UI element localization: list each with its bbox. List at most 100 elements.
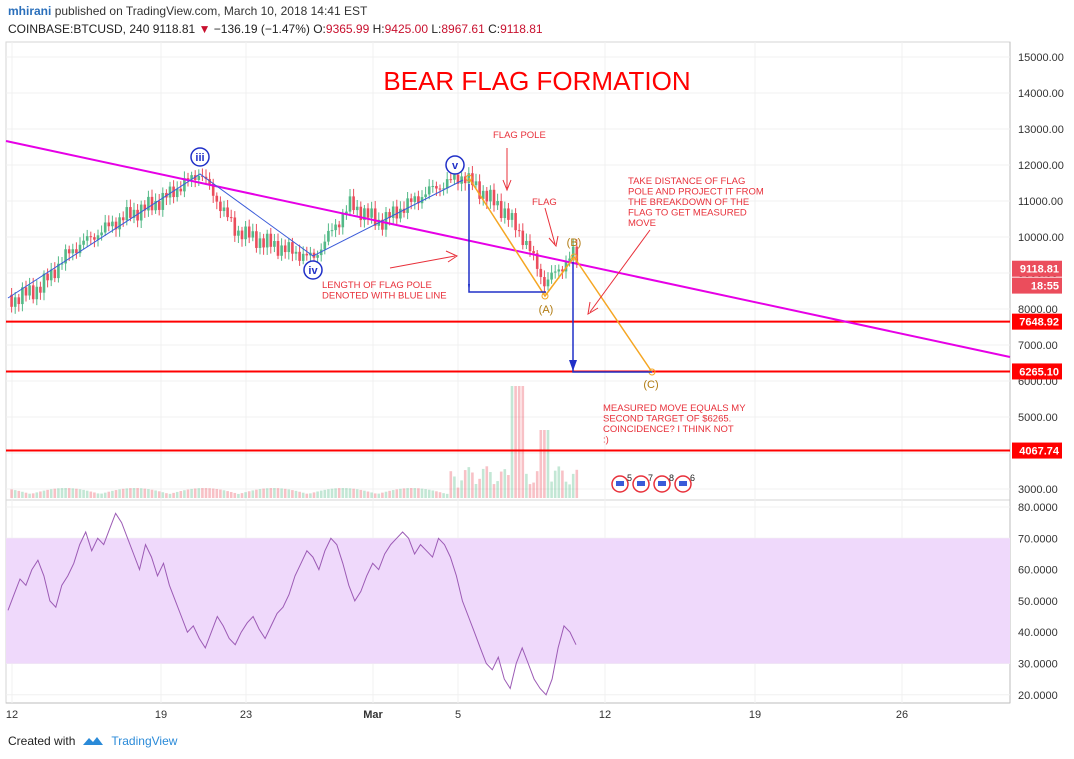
candle-body xyxy=(399,208,402,219)
candle-body xyxy=(413,196,417,202)
volume-bar xyxy=(388,490,391,498)
volume-bar xyxy=(219,489,222,498)
candle-body xyxy=(75,249,78,254)
volume-bar xyxy=(229,491,233,498)
volume-bar xyxy=(528,484,532,498)
candle-body xyxy=(424,194,427,198)
price-tick-label: 14000.00 xyxy=(1018,88,1064,100)
volume-bar xyxy=(46,489,49,498)
candle-body xyxy=(561,269,564,272)
candle-body xyxy=(388,212,391,218)
volume-bar xyxy=(129,488,132,498)
tradingview-link[interactable]: TradingView xyxy=(111,734,178,748)
volume-bar xyxy=(377,493,381,498)
candle-body xyxy=(107,222,111,227)
candle-body xyxy=(334,224,337,231)
volume-bar xyxy=(359,489,363,498)
volume-bar xyxy=(42,490,46,498)
candle-body xyxy=(417,196,420,204)
candle-body xyxy=(39,286,42,293)
volume-bar xyxy=(399,488,402,498)
candle-body xyxy=(183,178,186,192)
candle-body xyxy=(420,197,424,204)
volume-bar xyxy=(57,488,60,498)
candle-body xyxy=(550,272,553,280)
volume-bar xyxy=(406,488,409,498)
volume-bar xyxy=(431,490,435,498)
volume-bar xyxy=(442,493,445,498)
candle-body xyxy=(114,221,118,230)
candle-body xyxy=(345,211,348,214)
time-tick-label: 12 xyxy=(6,709,18,721)
change: −136.19 (−1.47%) xyxy=(213,22,310,36)
pivot-marker xyxy=(570,253,578,261)
annotation-line: DENOTED WITH BLUE LINE xyxy=(322,291,447,302)
volume-bar xyxy=(510,386,514,498)
author[interactable]: mhirani xyxy=(8,4,52,18)
volume-bar xyxy=(49,489,53,498)
volume-bar xyxy=(179,491,183,498)
candle-body xyxy=(323,241,327,250)
volume-bar xyxy=(463,470,467,498)
candle-body xyxy=(157,200,161,210)
price-label-text: 4067.74 xyxy=(1019,446,1060,458)
candle-body xyxy=(445,179,449,189)
candle-body xyxy=(496,201,499,206)
volume-bar xyxy=(75,488,78,498)
event-flag-icon xyxy=(616,481,624,486)
price-chart[interactable]: 15000.00 14000.00 13000.00 12000.00 11000.00… xyxy=(0,0,1074,730)
volume-bar xyxy=(370,492,373,498)
wave-circle xyxy=(303,260,323,280)
volume-bar xyxy=(111,490,114,498)
candle-body xyxy=(190,175,193,180)
candle-body xyxy=(478,181,481,199)
volume-bar xyxy=(427,489,431,498)
candle-body xyxy=(262,238,265,248)
volume-bar xyxy=(449,471,453,498)
candle-body xyxy=(111,221,114,227)
volume-bar xyxy=(327,489,330,498)
volume-bar xyxy=(517,386,521,498)
candle-body xyxy=(85,236,89,241)
candle-body xyxy=(370,208,373,218)
down-triangle-icon: ▼ xyxy=(198,22,211,36)
volume-bar xyxy=(575,469,579,498)
rsi-tick-label: 30.0000 xyxy=(1018,659,1058,671)
candle-body xyxy=(35,286,39,300)
volume-bar xyxy=(139,488,143,498)
candle-body xyxy=(409,198,413,202)
candle-body xyxy=(384,212,388,230)
volume-bar xyxy=(492,484,496,498)
volume-bar xyxy=(262,488,265,498)
candle-body xyxy=(485,190,489,202)
candle-body xyxy=(161,192,165,210)
annotation-line: MEASURED MOVE EQUALS MY xyxy=(603,403,746,414)
volume-bar xyxy=(341,488,345,498)
wave-circle xyxy=(190,147,210,167)
candle-body xyxy=(237,230,240,236)
candle-body xyxy=(233,217,237,236)
candle-body xyxy=(287,242,291,253)
volume-bar xyxy=(348,488,352,498)
volume-bar xyxy=(121,488,125,498)
volume-bar xyxy=(291,490,294,498)
volume-bar xyxy=(269,488,273,498)
volume-bar xyxy=(330,488,334,498)
volume-bar xyxy=(215,488,219,498)
candle-body xyxy=(129,207,132,218)
candle-body xyxy=(255,231,258,248)
candle-body xyxy=(291,242,294,254)
candle-body xyxy=(514,213,517,231)
candle-body xyxy=(337,224,341,228)
candle-body xyxy=(546,279,550,287)
volume-bar xyxy=(301,492,305,498)
candle-body xyxy=(359,206,363,221)
candle-body xyxy=(525,240,528,246)
candle-body xyxy=(557,269,561,272)
volume-bar xyxy=(287,489,291,498)
volume-bar xyxy=(514,386,517,498)
candle-body xyxy=(229,217,233,219)
rsi-tick-label: 20.0000 xyxy=(1018,690,1058,702)
volume-bar xyxy=(435,491,438,498)
volume-bar xyxy=(316,491,319,498)
